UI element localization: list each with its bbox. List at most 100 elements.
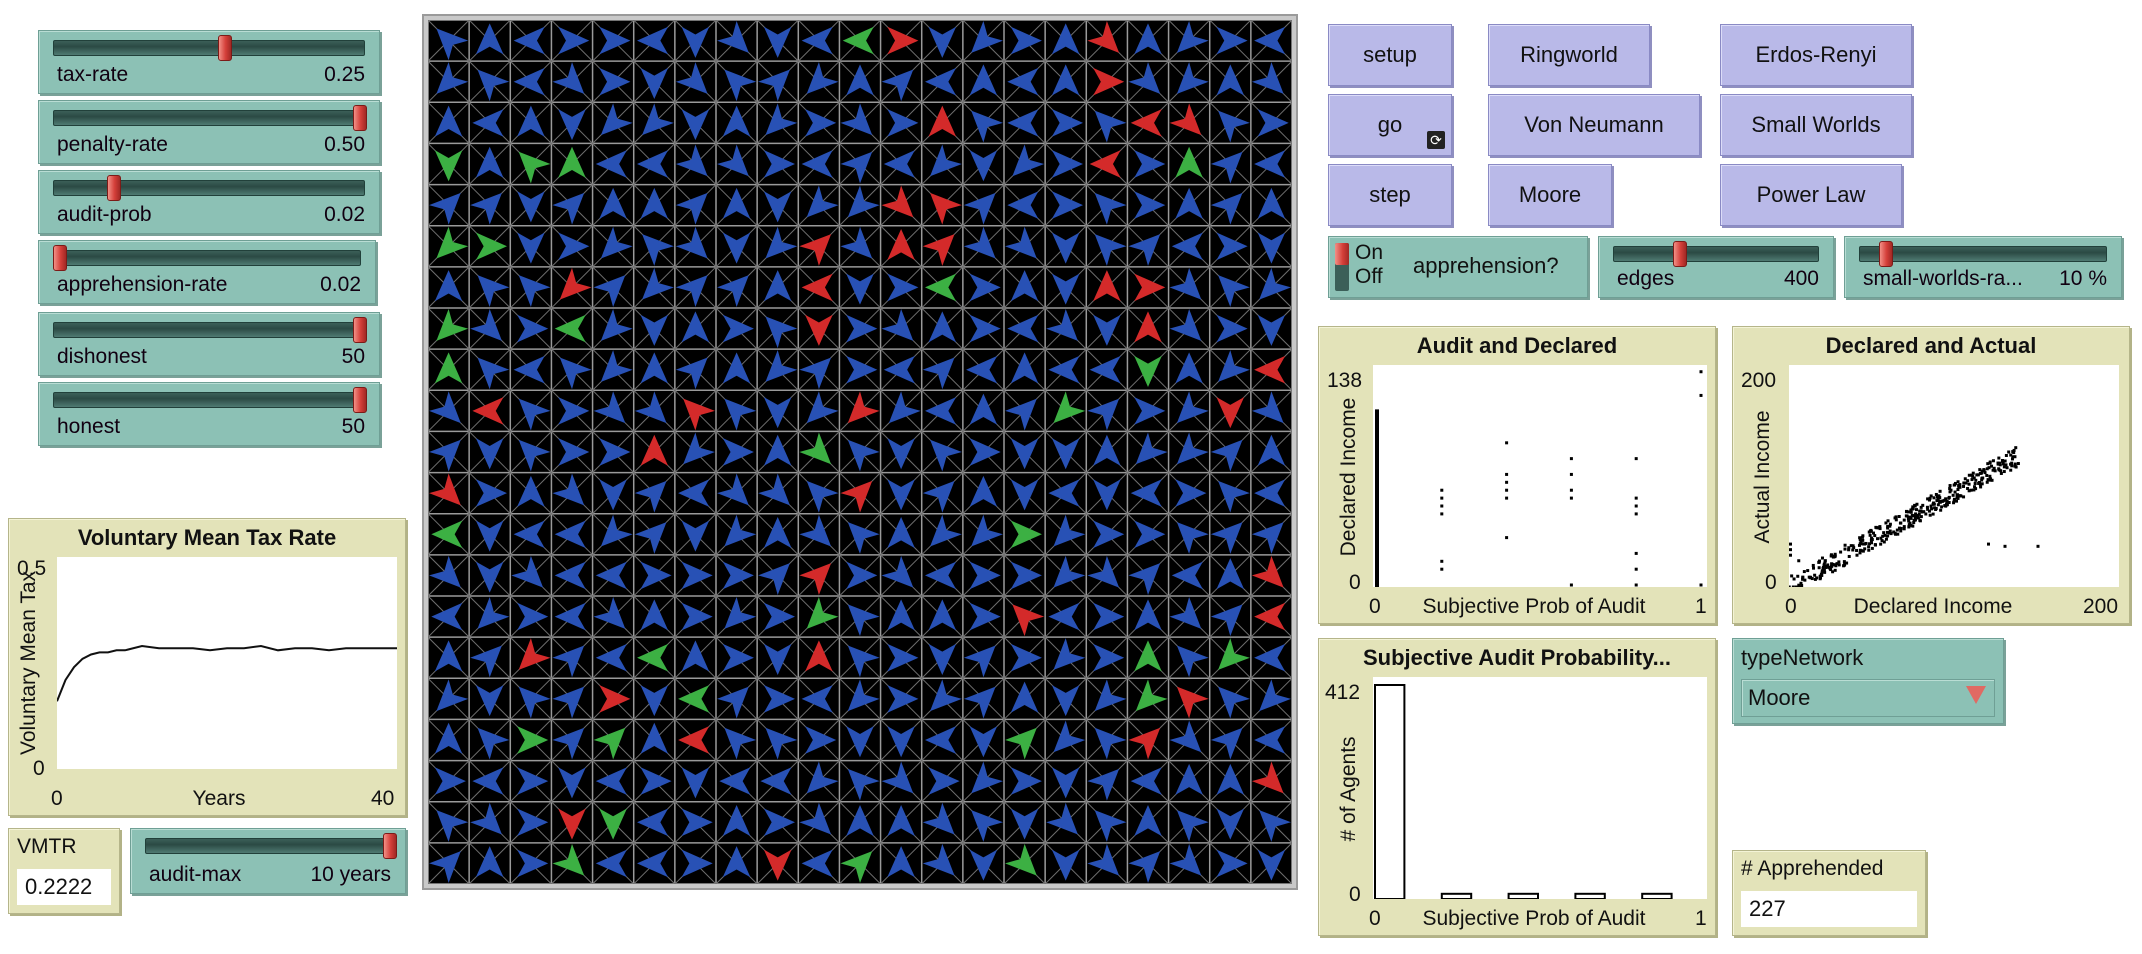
dishonest-track[interactable] [53,322,365,338]
agent-turtle [1259,810,1291,842]
vmtr-xmax: 40 [371,787,395,810]
da-point [2012,451,2016,455]
da-point [1829,568,1833,572]
agent-turtle [472,767,504,795]
agent-turtle [1175,352,1203,384]
da-point [1934,492,1938,496]
agent-turtle [518,439,551,472]
power-law-button[interactable]: Power Law [1720,164,1902,226]
tax-rate-slider[interactable]: tax-rate 0.25 [38,30,380,94]
apprehension-rate-slider[interactable]: apprehension-rate 0.02 [38,240,376,304]
switch-toggle[interactable] [1335,243,1349,291]
agent-turtle [883,150,915,178]
penalty-rate-slider[interactable]: penalty-rate 0.50 [38,100,380,164]
chooser-select[interactable]: Moore [1741,679,1995,717]
agent-turtle [1134,191,1166,219]
agent-turtle [640,561,672,590]
type-network-chooser[interactable]: typeNetwork Moore [1732,638,2004,724]
ringworld-button[interactable]: Ringworld [1488,24,1650,86]
agent-turtle [642,234,674,266]
step-button[interactable]: step [1328,164,1452,226]
honest-track[interactable] [53,392,365,408]
da-point [1895,528,1899,532]
agent-turtle [1089,355,1121,384]
moore-button[interactable]: Moore [1488,164,1612,226]
apprehension-rate-track[interactable] [53,250,361,266]
agent-turtle [681,520,710,552]
ad-point [1699,583,1703,587]
agent-turtle [1251,391,1284,424]
da-point [1929,504,1933,508]
agent-turtle [1010,643,1042,672]
honest-slider[interactable]: honest 50 [38,382,380,446]
go-button[interactable]: go ⟳ [1328,94,1452,156]
honest-thumb[interactable] [353,387,367,413]
ad-point [1505,496,1509,500]
sh-xmin: 0 [1369,907,1381,930]
audit-prob-thumb[interactable] [107,175,121,201]
vmtr-line [56,644,397,702]
agent-turtle [971,761,1003,794]
da-point [2010,457,2014,461]
da-point [1926,507,1930,511]
edges-slider[interactable]: edges 400 [1598,236,1834,298]
world-view[interactable] [422,14,1298,890]
ad-point [1440,488,1444,492]
agent-turtle [513,26,545,55]
agent-turtle [840,480,873,513]
edges-track[interactable] [1613,246,1819,262]
penalty-rate-track[interactable] [53,110,365,126]
switch-knob[interactable] [1335,243,1349,265]
audit-max-track[interactable] [145,838,391,854]
da-point [1990,464,1994,468]
von-neumann-button[interactable]: Von Neumann [1488,94,1700,156]
penalty-rate-thumb[interactable] [353,105,367,131]
apprehended-monitor-label: # Apprehended [1741,857,1884,880]
da-point [1972,488,1976,492]
audit-max-thumb[interactable] [383,833,397,859]
da-point [1855,553,1859,557]
small-worlds-rate-slider[interactable]: small-worlds-ra... 10 % [1844,236,2122,298]
dishonest-thumb[interactable] [353,317,367,343]
audit-max-slider[interactable]: audit-max 10 years [130,828,406,894]
da-point [1987,466,1991,470]
subjective-hist-title: Subjective Audit Probability... [1362,645,1672,670]
audit-prob-slider[interactable]: audit-prob 0.02 [38,170,380,234]
small-worlds-rate-thumb[interactable] [1879,241,1893,267]
agent-turtle [887,846,915,878]
agent-turtle [969,150,998,182]
ad-point [1634,496,1638,500]
da-point [1797,583,1801,587]
setup-button[interactable]: setup [1328,24,1452,86]
small-worlds-button[interactable]: Small Worlds [1720,94,1912,156]
agent-turtle [846,805,874,837]
erdos-renyi-button[interactable]: Erdos-Renyi [1720,24,1912,86]
agent-turtle [552,645,585,678]
agent-turtle [969,64,998,96]
small-worlds-rate-value: 10 % [2059,267,2107,290]
agent-turtle [1093,314,1121,346]
ad-point [1569,472,1573,476]
agent-turtle [1093,520,1125,549]
agent-turtle [1257,434,1286,466]
da-point [1913,514,1917,518]
agent-turtle [637,643,669,672]
da-point [1911,524,1915,528]
da-point [1803,578,1807,582]
small-worlds-rate-track[interactable] [1859,246,2107,262]
ad-point [1699,370,1703,374]
agent-turtle [434,352,463,384]
ad-ymax: 138 [1327,369,1363,392]
da-point [1811,563,1815,567]
dishonest-slider[interactable]: dishonest 50 [38,312,380,376]
apprehension-rate-thumb[interactable] [53,245,67,271]
da-point [1974,487,1978,491]
agent-turtle [475,561,504,593]
agent-turtle [470,802,502,835]
da-point [1837,563,1841,567]
audit-prob-track[interactable] [53,180,365,196]
apprehension-switch[interactable]: On Off apprehension? [1328,236,1588,298]
edges-thumb[interactable] [1673,241,1687,267]
tax-rate-track[interactable] [53,40,365,56]
tax-rate-thumb[interactable] [218,35,232,61]
